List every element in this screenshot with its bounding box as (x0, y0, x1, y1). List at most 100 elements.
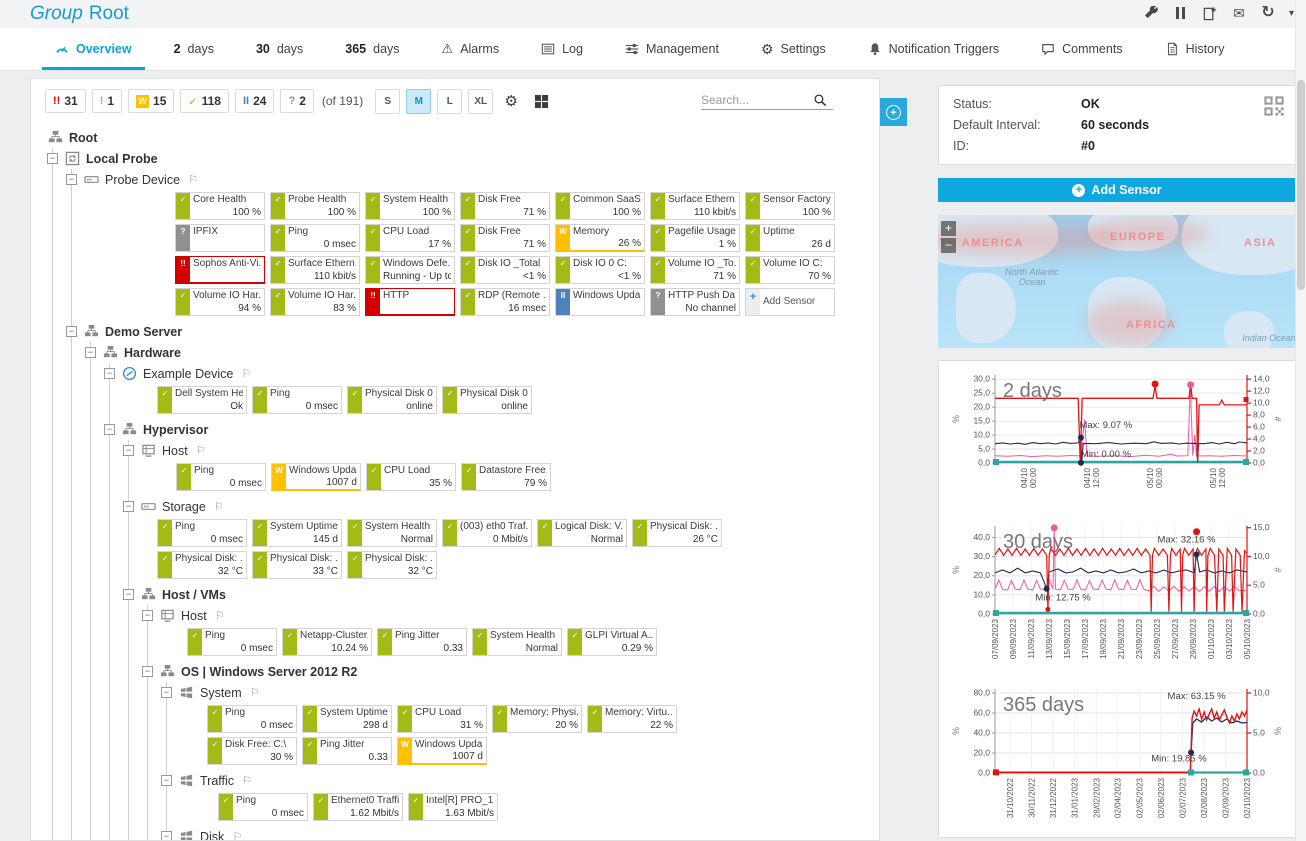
flag-icon[interactable]: ⚐ (195, 445, 206, 457)
tree-node-label[interactable]: System (200, 685, 242, 700)
collapse-toggle[interactable]: − (123, 501, 134, 512)
chevron-down-icon[interactable]: ▾ (1288, 7, 1294, 19)
qr-code-icon[interactable] (1263, 95, 1285, 117)
sensor-tile[interactable]: ✓ Uptime 26 d (745, 224, 835, 252)
sensor-tile[interactable]: ✓Common SaaS... 100 % (555, 192, 645, 220)
size-button-s[interactable]: S (375, 88, 401, 114)
tab-settings[interactable]: ⚙ Settings (740, 28, 847, 70)
tab-log[interactable]: Log (520, 28, 604, 70)
sensor-tile[interactable]: ✓ Core Health 100 % (175, 192, 265, 220)
sensor-tile[interactable]: ✓ Netapp-Cluster... 10.24 % (282, 628, 372, 656)
sensor-tile[interactable]: ✓ (003) eth0 Traf... 0 Mbit/s (442, 519, 532, 547)
sensor-tile[interactable]: ✓ Disk IO _Total <1 % (460, 256, 550, 284)
sensor-tile[interactable]: ✓ Ping 0 msec (176, 463, 266, 491)
graph-365-days[interactable]: 0,0 20,0 40,0 60,0 80,0 0,0 5,0 10,0%% Max: 63.1… (949, 681, 1285, 836)
sensor-count-unknown[interactable]: ? 2 (280, 89, 314, 113)
sensor-tile[interactable]: ✓ GLPI Virtual A... 0.29 % (567, 628, 657, 656)
graph-30-days[interactable]: 0,0 10,0 20,0 30,0 40,0 0,0 5,0 10,0 15,0% # Max: … (949, 518, 1285, 681)
sensor-tile[interactable]: ? HTTP Push Da... No channel (650, 288, 740, 316)
tree-node-label[interactable]: Hardware (124, 345, 181, 360)
scrollbar-thumb[interactable] (1297, 80, 1305, 290)
sensor-tile[interactable]: ? IPFIX (175, 224, 265, 252)
collapse-toggle[interactable]: − (161, 831, 172, 840)
tree-node-label[interactable]: Disk (200, 829, 225, 841)
sensor-tile[interactable]: ✓Windows Defe... Running - Up to D... (365, 256, 455, 284)
tab-days[interactable]: 365 days (324, 28, 420, 70)
refresh-icon[interactable]: ↻ (1261, 4, 1275, 21)
sensor-tile[interactable]: ✓ System Uptime 145 d (252, 519, 342, 547)
tree-node-label[interactable]: OS | Windows Server 2012 R2 (181, 664, 358, 679)
sensor-tile[interactable]: ✓ Memory: Virtu... 22 % (587, 705, 677, 733)
view-grid-icon[interactable] (529, 89, 553, 113)
collapse-toggle[interactable]: − (47, 153, 58, 164)
flag-icon[interactable]: ⚐ (188, 174, 198, 186)
tab-notification-triggers[interactable]: Notification Triggers (847, 28, 1020, 70)
add-object-button[interactable]: + (880, 98, 907, 126)
tree-node-label[interactable]: Root (69, 130, 98, 145)
flag-icon[interactable]: ⚐ (241, 368, 252, 380)
flag-icon[interactable]: ⚐ (232, 831, 243, 840)
map-zoom-out-button[interactable]: − (941, 238, 956, 253)
sensor-tile[interactable]: ✓ Surface Ethern... 110 kbit/s (650, 192, 740, 220)
pause-icon[interactable] (1173, 5, 1189, 21)
collapse-toggle[interactable]: − (85, 347, 96, 358)
tab-days[interactable]: 2 days (153, 28, 235, 70)
sensor-tile[interactable]: ✓ System Health 100 % (365, 192, 455, 220)
sensor-tile[interactable]: ✓ Ping 0 msec (187, 628, 277, 656)
geo-map[interactable]: TH AMERICA EUROPE ASIA AFRICA North Atlantic… (938, 215, 1296, 348)
tree-node-label[interactable]: Local Probe (86, 151, 158, 166)
tab-comments[interactable]: Comments (1020, 28, 1143, 70)
sensor-tile[interactable]: ✓ Disk Free: C:\ 30 % (207, 737, 297, 765)
sensor-count-down[interactable]: !! 31 (45, 89, 86, 113)
flag-icon[interactable]: ⚐ (242, 775, 252, 787)
sensor-tile[interactable]: ✓ Probe Health 100 % (270, 192, 360, 220)
collapse-toggle[interactable]: − (142, 610, 153, 621)
sensor-tile[interactable]: ✓ Ethernet0 Traffic 1.62 Mbit/s (313, 793, 403, 821)
sensor-tile[interactable]: ✓ Volume IO Har... 94 % (175, 288, 265, 316)
sensor-tile[interactable]: ✓ Disk Free 71 % (460, 192, 550, 220)
tree-node-label[interactable]: Host (181, 608, 207, 623)
sensor-tile[interactable]: ✓ Ping 0 msec (270, 224, 360, 252)
sensor-tile[interactable]: ✓ CPU Load 17 % (365, 224, 455, 252)
email-icon[interactable]: ✉ (1233, 5, 1245, 21)
size-button-m[interactable]: M (406, 88, 432, 114)
sensor-tile[interactable]: ✓ Disk IO 0 C: <1 % (555, 256, 645, 284)
sensor-tile[interactable]: ✓Dell System He... Ok (157, 386, 247, 414)
sensor-tile[interactable]: ✓ Volume IO Har... 83 % (270, 288, 360, 316)
tree-node-label[interactable]: Demo Server (105, 324, 183, 339)
map-zoom-in-button[interactable]: + (941, 221, 956, 236)
flag-icon[interactable]: ⚐ (249, 687, 260, 699)
sensor-tile[interactable]: ✓ Ping 0 msec (252, 386, 342, 414)
tab-history[interactable]: History (1144, 28, 1246, 70)
sensor-tile[interactable]: ✓ Ping Jitter 0.33 (377, 628, 467, 656)
size-button-xl[interactable]: XL (468, 88, 494, 114)
tab-alarms[interactable]: ⚠ Alarms (421, 28, 521, 70)
sensor-tile[interactable]: ✓ CPU Load 31 % (397, 705, 487, 733)
collapse-toggle[interactable]: − (142, 666, 153, 677)
collapse-toggle[interactable]: − (104, 368, 115, 379)
collapse-toggle[interactable]: − (66, 326, 77, 337)
sensor-tile[interactable]: ✓ Sensor Factory 100 % (745, 192, 835, 220)
collapse-toggle[interactable]: − (66, 174, 77, 185)
sensor-tile[interactable]: ✓ Volume IO _To... 71 % (650, 256, 740, 284)
collapse-toggle[interactable]: − (123, 589, 134, 600)
flag-icon[interactable]: ⚐ (213, 501, 224, 513)
search-icon[interactable] (813, 93, 827, 107)
sensor-count-up[interactable]: ✓ 118 (180, 89, 229, 113)
tree-node-label[interactable]: Traffic (200, 773, 235, 788)
sensor-tile[interactable]: ✓ RDP (Remote ... 16 msec (460, 288, 550, 316)
add-report-icon[interactable] (1202, 5, 1218, 21)
sensor-tile[interactable]: ✓ Ping 0 msec (157, 519, 247, 547)
sensor-tile[interactable]: ✓ Volume IO C: 70 % (745, 256, 835, 284)
sensor-count-warn[interactable]: W 15 (128, 89, 175, 113)
sensor-tile[interactable]: !! HTTP (365, 288, 455, 316)
sensor-tile[interactable]: !! Sophos Anti-Vi... (175, 256, 265, 284)
sensor-count-paused[interactable]: II 24 (234, 89, 275, 113)
add-sensor-tile[interactable]: + Add Sensor (745, 288, 835, 316)
size-button-l[interactable]: L (437, 88, 463, 114)
search-input[interactable] (701, 91, 813, 109)
flag-icon[interactable]: ⚐ (214, 610, 225, 622)
sensor-tile[interactable]: ✓ Physical Disk: ... 32 °C (347, 551, 437, 579)
